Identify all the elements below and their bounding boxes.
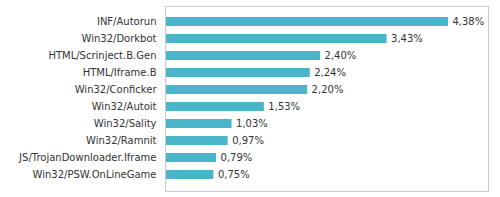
svg-text:0,97%: 0,97% [232, 135, 264, 146]
svg-text:3,43%: 3,43% [391, 33, 423, 44]
svg-text:Win32/PSW.OnLineGame: Win32/PSW.OnLineGame [33, 169, 157, 180]
svg-text:0,75%: 0,75% [218, 169, 250, 180]
svg-text:4,38%: 4,38% [452, 16, 484, 27]
svg-text:Win32/Sality: Win32/Sality [94, 118, 157, 129]
svg-text:Win32/Conficker: Win32/Conficker [75, 84, 158, 95]
svg-text:2,20%: 2,20% [312, 84, 344, 95]
svg-text:2,24%: 2,24% [314, 67, 346, 78]
svg-text:INF/Autorun: INF/Autorun [97, 16, 157, 27]
svg-text:1,03%: 1,03% [236, 118, 268, 129]
svg-text:Win32/Dorkbot: Win32/Dorkbot [82, 33, 157, 44]
svg-text:Win32/Ramnit: Win32/Ramnit [86, 135, 157, 146]
svg-text:JS/TrojanDownloader.Iframe: JS/TrojanDownloader.Iframe [18, 152, 156, 163]
svg-text:0,79%: 0,79% [221, 152, 253, 163]
svg-text:HTML/Scrinject.B.Gen: HTML/Scrinject.B.Gen [48, 50, 156, 61]
svg-text:Win32/Autoit: Win32/Autoit [92, 101, 157, 112]
svg-text:2,40%: 2,40% [325, 50, 357, 61]
svg-text:1,53%: 1,53% [268, 101, 300, 112]
svg-text:HTML/Iframe.B: HTML/Iframe.B [83, 67, 157, 78]
